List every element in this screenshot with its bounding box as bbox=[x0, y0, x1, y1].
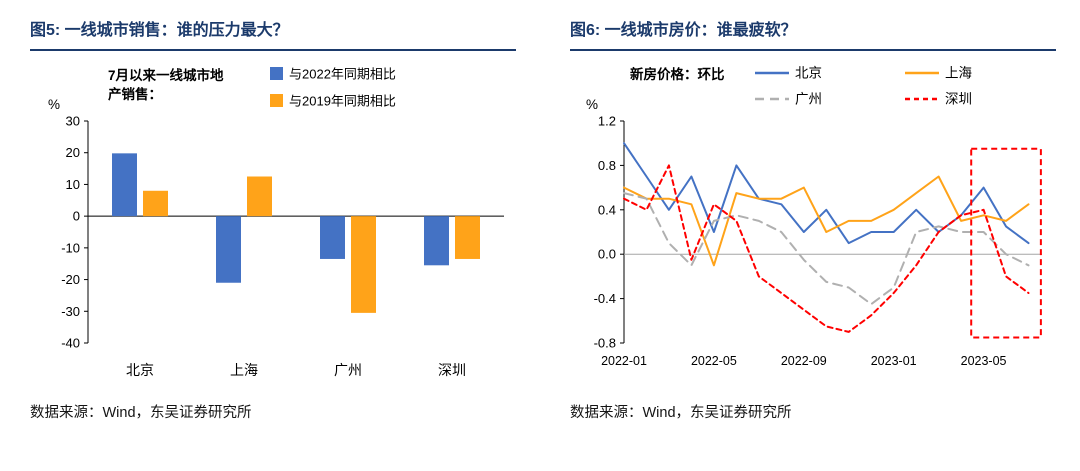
category-label: 上海 bbox=[230, 362, 258, 378]
y-tick-label: -0.4 bbox=[594, 291, 616, 306]
bar-深圳-0 bbox=[424, 216, 449, 266]
figure5-title: 图5: 一线城市销售：谁的压力最大？ bbox=[30, 16, 516, 51]
legend-swatch bbox=[270, 94, 283, 107]
legend-label: 深圳 bbox=[945, 92, 972, 107]
legend-label: 与2022年同期相比 bbox=[289, 67, 396, 82]
y-axis-unit: % bbox=[48, 97, 60, 112]
y-tick-label: 20 bbox=[66, 145, 80, 160]
y-tick-label: -30 bbox=[61, 304, 80, 319]
category-label: 深圳 bbox=[438, 362, 466, 378]
y-tick-label: 10 bbox=[66, 177, 80, 192]
y-tick-label: 1.2 bbox=[598, 114, 616, 129]
bar-广州-0 bbox=[320, 216, 345, 259]
bar-上海-0 bbox=[216, 216, 241, 283]
legend-swatch bbox=[270, 67, 283, 80]
y-tick-label: 30 bbox=[66, 114, 80, 129]
y-tick-label: -20 bbox=[61, 272, 80, 287]
figure6-title: 图6: 一线城市房价：谁最疲软？ bbox=[570, 16, 1056, 51]
series-line-深圳 bbox=[623, 164, 1030, 333]
chart-annotation: 7月以来一线城市地 bbox=[108, 67, 224, 83]
panel-figure6: 图6: 一线城市房价：谁最疲软？ 1.2 0.8 0.4 0.0 -0.4 -0.8% 20… bbox=[540, 0, 1080, 471]
legend-label: 与2019年同期相比 bbox=[289, 94, 396, 109]
bar-深圳-1 bbox=[455, 216, 480, 259]
panel-figure5: 图5: 一线城市销售：谁的压力最大？ 30 20 10 0 -10 -20 -30 -40% 北… bbox=[30, 16, 516, 421]
x-tick-label: 2022-09 bbox=[781, 354, 827, 368]
y-tick-label: 0.0 bbox=[598, 247, 616, 262]
category-label: 广州 bbox=[334, 362, 362, 378]
y-tick-label: -0.8 bbox=[594, 336, 616, 351]
x-tick-label: 2023-01 bbox=[871, 354, 917, 368]
y-tick-label: -10 bbox=[61, 240, 80, 255]
sales-bar-chart: 30 20 10 0 -10 -20 -30 -40% 北京 上海 广州 深圳 与2022年同期相比与2… bbox=[48, 67, 504, 378]
bar-北京-0 bbox=[112, 153, 137, 217]
series-line-上海 bbox=[623, 175, 1030, 267]
series-line-广州 bbox=[623, 192, 1030, 306]
chart-annotation: 产销售： bbox=[108, 86, 162, 102]
x-tick-label: 2023-05 bbox=[961, 354, 1007, 368]
y-tick-label: 0.8 bbox=[598, 158, 616, 173]
x-tick-label: 2022-01 bbox=[601, 354, 647, 368]
legend-label: 广州 bbox=[795, 92, 822, 107]
y-tick-label: 0.4 bbox=[598, 202, 616, 217]
x-tick-label: 2022-05 bbox=[691, 354, 737, 368]
legend-label: 上海 bbox=[945, 66, 972, 81]
bar-上海-1 bbox=[247, 176, 272, 217]
figure5-source: 数据来源：Wind，东吴证券研究所 bbox=[30, 405, 252, 421]
highlight-box bbox=[970, 147, 1042, 339]
y-tick-label: 0 bbox=[73, 209, 80, 224]
y-tick-label: -40 bbox=[61, 336, 80, 351]
price-line-chart: 1.2 0.8 0.4 0.0 -0.4 -0.8% 2022-01 2022-05 2022-… bbox=[586, 66, 1042, 368]
chart-annotation: 新房价格：环比 bbox=[630, 66, 725, 82]
figure6-source: 数据来源：Wind，东吴证券研究所 bbox=[570, 405, 792, 421]
legend-label: 北京 bbox=[795, 66, 822, 81]
y-axis-unit: % bbox=[586, 97, 598, 112]
bar-广州-1 bbox=[351, 216, 376, 313]
category-label: 北京 bbox=[126, 362, 154, 378]
bar-北京-1 bbox=[143, 190, 168, 217]
